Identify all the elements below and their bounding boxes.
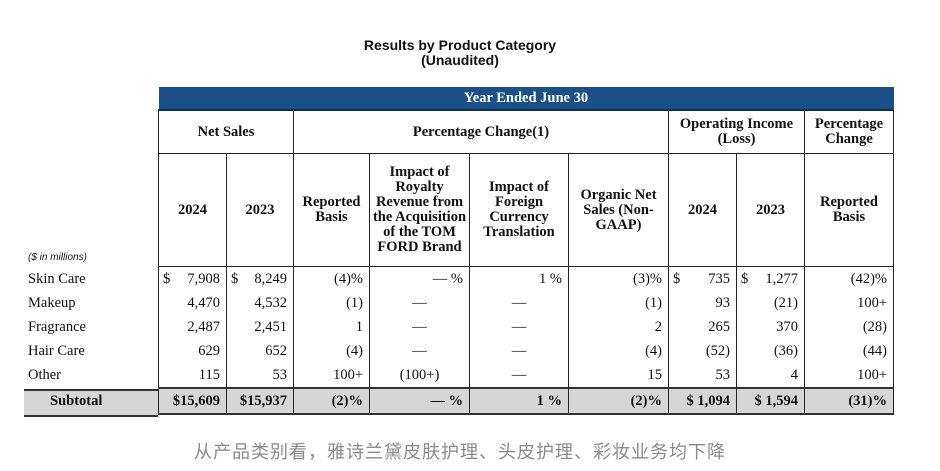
cell-oi-2024: 53 xyxy=(668,363,737,388)
cell-ns-2024: 115 xyxy=(158,363,227,388)
cell-ns-2023: 53 xyxy=(226,363,294,388)
cell-organic: (1) xyxy=(568,291,669,315)
cell-reported: 100+ xyxy=(293,363,370,388)
currency-sign: $ xyxy=(741,270,749,287)
cell-oi-2024: 265 xyxy=(668,315,737,339)
cell-oi-2024: 93 xyxy=(668,291,737,315)
cell-ns-2024: 2,487 xyxy=(158,315,227,339)
cell-organic: (3)% xyxy=(568,266,669,291)
cell-reported-oi: (42)% xyxy=(804,266,894,291)
percentage-change-header: Percentage Change(1) xyxy=(293,110,669,154)
cell-oi-2023: 370 xyxy=(736,315,805,339)
cell-reported-oi: 100+ xyxy=(804,363,894,388)
cell-fx: — xyxy=(469,315,569,339)
cell-reported-oi: 100+ xyxy=(804,291,894,315)
cell-reported-oi: (31)% xyxy=(804,387,894,415)
row-label-subtotal: Subtotal xyxy=(50,393,103,409)
results-table: Year Ended June 30 Net Sales Percentage … xyxy=(158,87,894,415)
subtotal-label-background xyxy=(24,389,158,417)
table-subtitle: (Unaudited) xyxy=(421,52,499,68)
table-row: 629 652 (4) — — (4) (52) (36) (44) xyxy=(158,339,894,363)
cell-reported-oi: (44) xyxy=(804,339,894,363)
cell-royalty: — xyxy=(369,339,470,363)
caption-text: 从产品类别看，雅诗兰黛皮肤护理、头皮护理、彩妆业务均下降 xyxy=(194,442,726,463)
operating-income-header: Operating Income (Loss) xyxy=(668,110,805,154)
cell-fx: 1 % xyxy=(469,266,569,291)
units-label: ($ in millions) xyxy=(28,252,87,263)
col-header-oi-2024: 2024 xyxy=(668,153,737,267)
cell-oi-2023: 4 xyxy=(736,363,805,388)
cell-fx: — xyxy=(469,339,569,363)
cell-reported-oi: (28) xyxy=(804,315,894,339)
cell-oi-2023: (36) xyxy=(736,339,805,363)
cell-royalty: (100+) xyxy=(369,363,470,388)
cell-ns-2023: 4,532 xyxy=(226,291,294,315)
cell-fx: 1 % xyxy=(469,387,569,415)
cell-reported: (4)% xyxy=(293,266,370,291)
net-sales-header: Net Sales xyxy=(158,110,294,154)
table-row: $7,908 $8,249 (4)% — % 1 % (3)% $735 $1,… xyxy=(158,266,894,291)
cell-ns-2023: 2,451 xyxy=(226,315,294,339)
cell-fx: — xyxy=(469,291,569,315)
col-header-royalty-impact: Impact of Royalty Revenue from the Acqui… xyxy=(369,153,470,267)
cell-royalty: — xyxy=(369,291,470,315)
row-label-other: Other xyxy=(28,367,62,383)
cell-ns-2024: 629 xyxy=(158,339,227,363)
cell-oi-2024: $735 xyxy=(668,266,737,291)
cell-oi-2023: $1,277 xyxy=(736,266,805,291)
year-band-header: Year Ended June 30 xyxy=(158,87,894,111)
percentage-change-oi-header: Percentage Change xyxy=(804,110,894,154)
table-title: Results by Product Category xyxy=(363,37,557,53)
col-header-organic: Organic Net Sales (Non-GAAP) xyxy=(568,153,669,267)
cell-ns-2024: 4,470 xyxy=(158,291,227,315)
cell-reported: (2)% xyxy=(293,387,370,415)
cell-royalty: — % xyxy=(369,266,470,291)
col-header-reported-basis: Reported Basis xyxy=(293,153,370,267)
currency-sign: $ xyxy=(163,270,171,287)
cell-ns-2024: $15,609 xyxy=(158,387,227,415)
cell-oi-2023: (21) xyxy=(736,291,805,315)
row-label-fragrance: Fragrance xyxy=(28,319,86,335)
currency-sign: $ xyxy=(231,270,239,287)
cell-oi-2023: $ 1,594 xyxy=(736,387,805,415)
cell-ns-2023: $15,937 xyxy=(226,387,294,415)
cell-organic: (4) xyxy=(568,339,669,363)
col-header-fx-impact: Impact of Foreign Currency Translation xyxy=(469,153,569,267)
table-title-block: Results by Product Category (Unaudited) xyxy=(0,38,920,68)
subtotal-row: $15,609 $15,937 (2)% — % 1 % (2)% $ 1,09… xyxy=(158,387,894,415)
cell-royalty: — % xyxy=(369,387,470,415)
table-row: 4,470 4,532 (1) — — (1) 93 (21) 100+ xyxy=(158,291,894,315)
currency-sign: $ xyxy=(673,270,681,287)
col-header-ns-2023: 2023 xyxy=(226,153,294,267)
table-row: 115 53 100+ (100+) — 15 53 4 100+ xyxy=(158,363,894,388)
cell-oi-2024: $ 1,094 xyxy=(668,387,737,415)
cell-oi-2024: (52) xyxy=(668,339,737,363)
col-header-ns-2024: 2024 xyxy=(158,153,227,267)
row-label-hair-care: Hair Care xyxy=(28,343,85,359)
col-header-reported-basis-oi: Reported Basis xyxy=(804,153,894,267)
row-label-skin-care: Skin Care xyxy=(28,271,86,287)
cell-reported: (4) xyxy=(293,339,370,363)
cell-organic: 15 xyxy=(568,363,669,388)
cell-fx: — xyxy=(469,363,569,388)
row-label-makeup: Makeup xyxy=(28,295,76,311)
cell-ns-2024: $7,908 xyxy=(158,266,227,291)
col-header-oi-2023: 2023 xyxy=(736,153,805,267)
cell-organic: (2)% xyxy=(568,387,669,415)
table-row: 2,487 2,451 1 — — 2 265 370 (28) xyxy=(158,315,894,339)
cell-reported: (1) xyxy=(293,291,370,315)
cell-ns-2023: 652 xyxy=(226,339,294,363)
cell-reported: 1 xyxy=(293,315,370,339)
cell-royalty: — xyxy=(369,315,470,339)
cell-organic: 2 xyxy=(568,315,669,339)
cell-ns-2023: $8,249 xyxy=(226,266,294,291)
